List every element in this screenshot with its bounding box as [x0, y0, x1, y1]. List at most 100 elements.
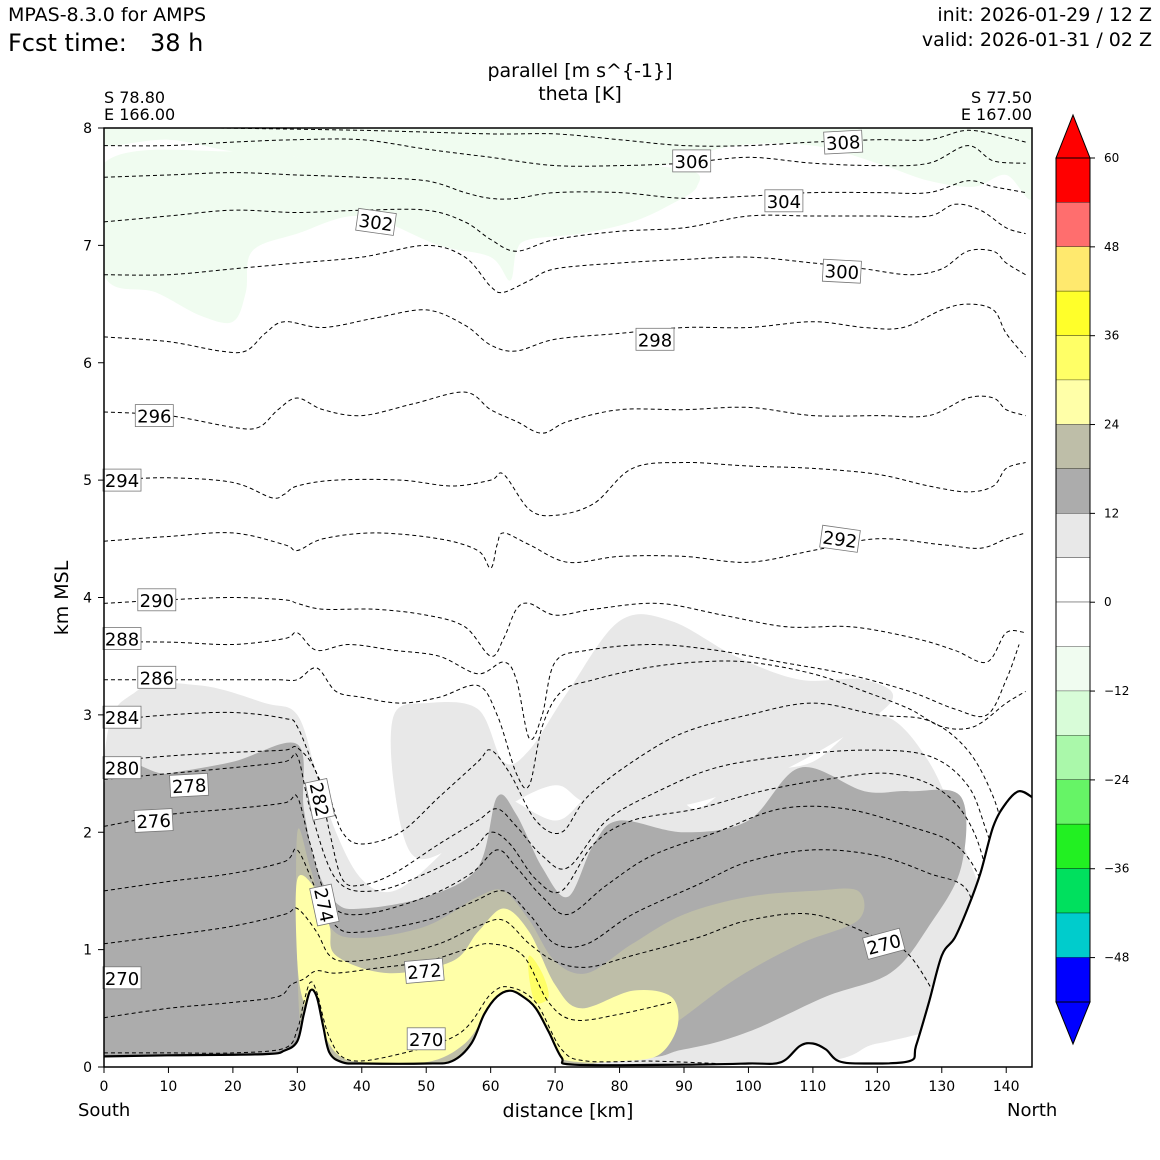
colorbar-extend-max [1055, 113, 1091, 159]
colorbar-bin-6 [1056, 424, 1090, 469]
contour-label-20: 306 [672, 149, 712, 173]
end-longitude: E 167.00 [960, 105, 1032, 124]
theta-contour-308 [219, 128, 1026, 147]
y-axis-label: km MSL [51, 560, 73, 635]
contour-label-box [309, 883, 340, 927]
contour-label-text: 296 [137, 407, 171, 428]
contour-label-7: 280 [102, 756, 142, 780]
x-tick-label: 60 [482, 1079, 500, 1095]
x-tick-label: 20 [224, 1079, 242, 1095]
colorbar-bin-10 [1056, 602, 1090, 647]
colorbar-bin-7 [1056, 468, 1090, 514]
y-tick-label: 8 [83, 121, 92, 137]
theta-contour-layer [104, 128, 1026, 1064]
contour-label-text: 300 [824, 261, 859, 284]
contour-label-box [862, 927, 906, 960]
colorbar-bin-5 [1056, 380, 1090, 425]
x-tick-label: 40 [353, 1079, 371, 1095]
colorbar-tick-label: −12 [1104, 684, 1129, 698]
contour-label-14: 294 [102, 468, 142, 492]
contour-label-15: 296 [134, 404, 174, 428]
x-tick-label: 50 [417, 1079, 435, 1095]
north-label: North [1007, 1100, 1058, 1121]
x-axis: 0 10 20 30 40 50 60 70 80 90 100 110 120 130 140 [100, 1067, 1020, 1095]
contour-label-box [823, 129, 864, 155]
contour-label-box [821, 258, 862, 284]
colorbar-tick-label: 48 [1104, 240, 1119, 254]
colorbar-bin-15 [1056, 824, 1090, 869]
contour-label-box [169, 772, 210, 798]
colorbar-bin-18 [1056, 957, 1090, 1002]
contour-label-4: 274 [309, 883, 340, 927]
theta-contour-300 [104, 244, 1026, 294]
colorbar-tick-label: 12 [1104, 506, 1119, 520]
x-tick-label: 30 [288, 1079, 306, 1095]
terrain-fill [104, 791, 1032, 1067]
colorbar-bin-11 [1056, 646, 1090, 691]
contour-label-box [137, 665, 177, 689]
x-axis-label: distance [km] [503, 1100, 634, 1122]
model-title: MPAS-8.3.0 for AMPS [8, 4, 207, 26]
y-tick-label: 0 [83, 1060, 92, 1076]
contour-label-21: 308 [823, 129, 864, 155]
contour-label-17: 300 [821, 258, 862, 284]
colorbar-tick-label: 0 [1104, 595, 1112, 609]
theta-contour-288 [104, 631, 1020, 741]
contour-label-12: 290 [137, 588, 177, 612]
theta-contour-286 [104, 660, 1026, 789]
contour-label-box [635, 327, 675, 351]
x-tick-label: 130 [928, 1079, 955, 1095]
x-tick-label: 90 [675, 1079, 693, 1095]
start-longitude: E 166.00 [104, 105, 176, 124]
contour-label-box [102, 756, 142, 780]
contour-label-box [102, 966, 142, 990]
colorbar: 60 48 36 24 12 0 −12 −24 −36 −48 [1055, 113, 1129, 1046]
colorbar-tick-label: 24 [1104, 418, 1119, 432]
contour-label-13: 292 [819, 524, 861, 553]
y-tick-label: 3 [83, 708, 92, 724]
x-tick-label: 70 [546, 1079, 564, 1095]
x-tick-label: 120 [864, 1079, 891, 1095]
y-tick-label: 6 [83, 356, 92, 372]
terrain-line [104, 790, 1032, 1067]
colorbar-frame [1055, 157, 1091, 1003]
contour-label-18: 302 [355, 207, 397, 237]
colorbar-extend-min [1055, 1001, 1091, 1046]
contour-label-16: 298 [635, 327, 675, 351]
theta-contour-272 [104, 943, 672, 1021]
contour-label-text: 292 [821, 527, 858, 553]
contour-label-box [819, 524, 861, 553]
contour-label-text: 302 [357, 211, 394, 237]
contour-label-1: 270 [406, 1027, 446, 1051]
wind-region-5 [528, 955, 549, 1004]
contour-label-text: 270 [409, 1030, 443, 1051]
colorbar-bin-2 [1056, 246, 1090, 292]
forecast-time-label: Fcst time: [8, 29, 127, 57]
contour-label-text: 304 [767, 192, 801, 213]
contour-label-box [137, 588, 177, 612]
contour-label-box [764, 189, 804, 213]
contour-label-10: 286 [137, 665, 177, 689]
colorbar-bin-8 [1056, 513, 1090, 558]
colorbar-bin-13 [1056, 735, 1090, 780]
theta-contour-292 [104, 532, 1026, 569]
colorbar-bin-14 [1056, 779, 1090, 825]
colorbar-bin-1 [1056, 202, 1090, 247]
theta-contour-298 [104, 303, 1026, 358]
colorbar-bin-17 [1056, 913, 1090, 958]
y-tick-label: 2 [83, 825, 92, 841]
colorbar-bin-12 [1056, 691, 1090, 736]
x-tick-label: 80 [611, 1079, 629, 1095]
theta-contour-294 [104, 461, 1026, 517]
colorbar-bin-9 [1056, 557, 1090, 603]
contour-label-layer: 2702702702722742762782802822842862882902… [102, 129, 906, 1051]
contour-label-9: 284 [102, 705, 142, 729]
theta-contour-290 [104, 596, 1026, 664]
contour-label-box [102, 705, 142, 729]
contour-label-text: 272 [406, 960, 442, 984]
chart-title-theta: theta [K] [538, 83, 622, 105]
y-tick-label: 7 [83, 238, 92, 254]
contour-label-6: 278 [169, 772, 210, 798]
colorbar-bin-4 [1056, 335, 1090, 381]
y-tick-label: 4 [83, 591, 92, 607]
